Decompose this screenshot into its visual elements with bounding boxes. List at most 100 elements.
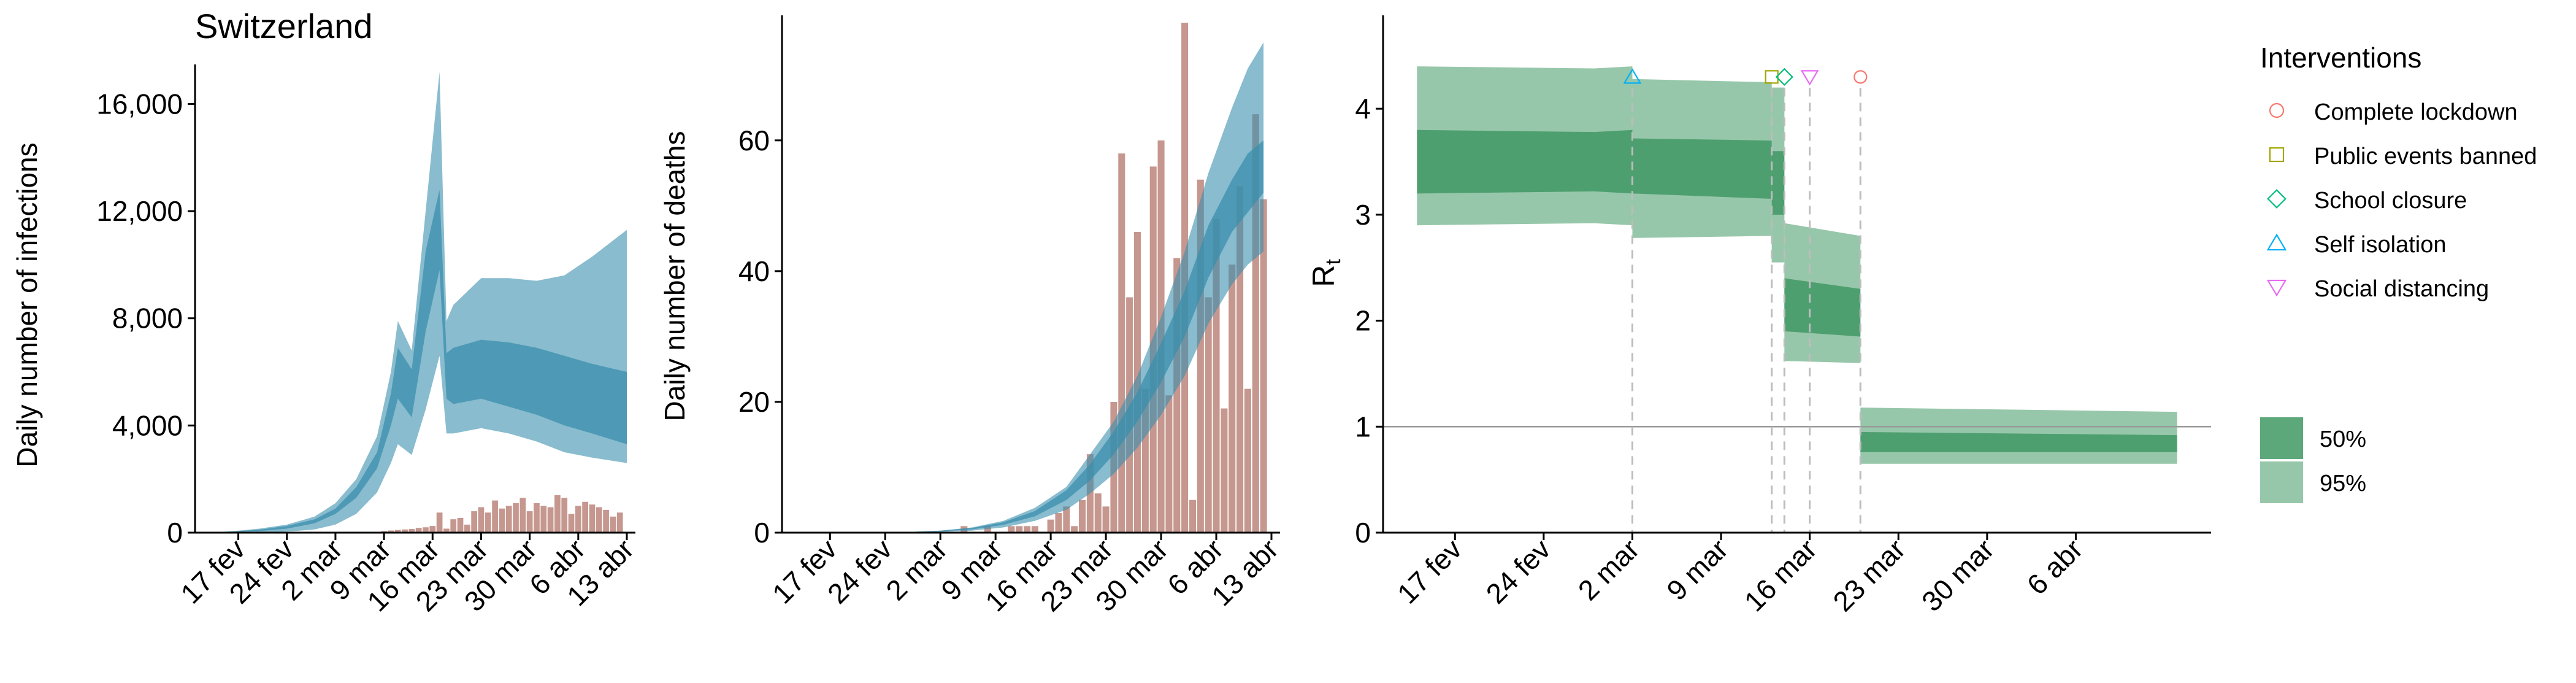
chart-title: Switzerland xyxy=(195,7,372,45)
rt-y-axis-label: Rt xyxy=(1306,259,1345,287)
deaths-bar xyxy=(1165,395,1173,533)
infections-bar xyxy=(408,528,415,533)
infections-bar xyxy=(415,528,422,533)
deaths-bar xyxy=(1047,519,1054,533)
rt-y-tick-label: 2 xyxy=(1355,305,1371,337)
intervention-marker-self_isolation xyxy=(1623,68,1642,84)
rt-x-tick-label: 24 fev xyxy=(1480,533,1557,609)
deaths-x-tick-label: 24 fev xyxy=(821,533,898,609)
infections-bar xyxy=(547,507,554,533)
rt-y-tick-label: 3 xyxy=(1355,199,1371,231)
rt-x-tick-label: 30 mar xyxy=(1915,533,2000,617)
deaths-y-tick-label: 20 xyxy=(738,386,770,418)
deaths-bar xyxy=(1055,513,1062,533)
infections-bar xyxy=(526,511,533,533)
infections-y-axis-label: Daily number of infections xyxy=(11,142,43,467)
rt-y-axis-label-main: R xyxy=(1306,265,1341,287)
deaths-bar xyxy=(1031,526,1038,533)
infections-bar xyxy=(582,501,588,533)
deaths-bar xyxy=(1071,526,1078,533)
infections-band-50 xyxy=(204,190,627,533)
infections-bar xyxy=(534,503,540,533)
rt-x-tick-label: 2 mar xyxy=(1572,533,1646,606)
rt-band-50 xyxy=(1417,129,1595,194)
legend-swatch-1 xyxy=(2260,461,2303,503)
infections-bar xyxy=(402,529,408,533)
legend-band-items: 50% 95% xyxy=(2260,417,2366,503)
rt-panel: Rt 0 1 2 3 4 17 fev 24 fev 2 mar 9 mar 16 mar 23 m… xyxy=(1306,15,2211,617)
legend-intervention-items: Complete lockdown Public events banned Sch… xyxy=(2266,99,2537,302)
infections-bar xyxy=(603,509,609,533)
infections-bar xyxy=(513,503,519,533)
legend-band-label: 95% xyxy=(2320,471,2366,496)
legend-label: Public events banned xyxy=(2314,144,2537,169)
legend-marker-3 xyxy=(2266,233,2287,251)
rt-x-tick-label: 23 mar xyxy=(1827,533,1911,617)
infections-y-tick-label: 12,000 xyxy=(96,195,183,227)
deaths-y-axis-label: Daily number of deaths xyxy=(659,131,691,421)
deaths-band-95 xyxy=(791,42,1264,533)
legend-marker-4 xyxy=(2266,279,2287,297)
rt-y-axis-label-sub: t xyxy=(1322,259,1345,265)
deaths-y-tick-label: 60 xyxy=(738,125,770,156)
deaths-bar xyxy=(1244,388,1251,533)
infections-bar xyxy=(575,506,581,533)
deaths-bar xyxy=(1173,258,1181,533)
infections-bar xyxy=(478,507,485,533)
deaths-bar xyxy=(1221,408,1228,533)
infections-panel: Daily number of infections 0 4,000 8,000 12… xyxy=(11,64,640,617)
rt-x-tick-label: 16 mar xyxy=(1738,533,1823,617)
legend-swatch-0 xyxy=(2260,417,2303,459)
infections-bar xyxy=(457,517,464,533)
infections-bar xyxy=(485,512,491,533)
legend-label: Complete lockdown xyxy=(2314,99,2518,125)
deaths-bar xyxy=(1102,506,1110,533)
infections-bar xyxy=(505,506,512,533)
deaths-bar xyxy=(1252,114,1259,533)
infections-bar xyxy=(471,511,478,533)
legend-band-label: 50% xyxy=(2320,426,2366,452)
deaths-bar xyxy=(1008,526,1015,533)
infections-bar xyxy=(554,495,561,533)
deaths-bar xyxy=(1079,500,1086,533)
infections-bar xyxy=(499,508,505,533)
deaths-bar xyxy=(1141,388,1149,533)
infections-bar xyxy=(589,504,596,533)
deaths-bar xyxy=(1229,264,1236,533)
deaths-bar xyxy=(984,526,991,533)
legend: Interventions Complete lockdown Public ev… xyxy=(2260,42,2537,503)
deaths-bar xyxy=(1094,493,1102,533)
rt-x-tick-label: 17 fev xyxy=(1391,533,1468,609)
deaths-y-tick-label: 40 xyxy=(738,255,770,287)
legend-marker-2 xyxy=(2267,189,2287,209)
infections-y-tick-label: 8,000 xyxy=(112,303,183,334)
infections-band-95 xyxy=(204,72,627,533)
rt-x-tick-label: 6 abr xyxy=(2021,533,2089,601)
deaths-x-tick-label: 2 mar xyxy=(880,533,953,606)
infections-bar xyxy=(450,519,457,533)
rt-y-tick-label: 1 xyxy=(1355,411,1371,442)
infections-bar xyxy=(388,530,394,533)
infections-bar xyxy=(436,512,443,533)
rt-band-50 xyxy=(1860,431,2177,452)
rt-x-tick-label: 9 mar xyxy=(1660,533,1734,606)
infections-bar xyxy=(519,498,526,533)
deaths-band-50 xyxy=(791,140,1264,533)
infections-bar xyxy=(540,506,547,533)
rt-band-50 xyxy=(1632,138,1772,199)
infections-bar xyxy=(443,528,450,533)
rt-y-tick-label: 4 xyxy=(1355,93,1371,125)
deaths-bar xyxy=(1205,297,1212,533)
intervention-marker-school_closure xyxy=(1775,68,1793,86)
infections-bar xyxy=(429,526,436,533)
legend-label: Social distancing xyxy=(2314,276,2489,302)
intervention-marker-public_events xyxy=(1765,70,1779,84)
infections-bar xyxy=(492,500,498,533)
legend-label: School closure xyxy=(2314,188,2467,214)
infections-bar xyxy=(596,507,602,533)
deaths-y-tick-label: 0 xyxy=(754,517,770,549)
legend-label: Self isolation xyxy=(2314,232,2446,258)
deaths-bar xyxy=(1024,526,1031,533)
